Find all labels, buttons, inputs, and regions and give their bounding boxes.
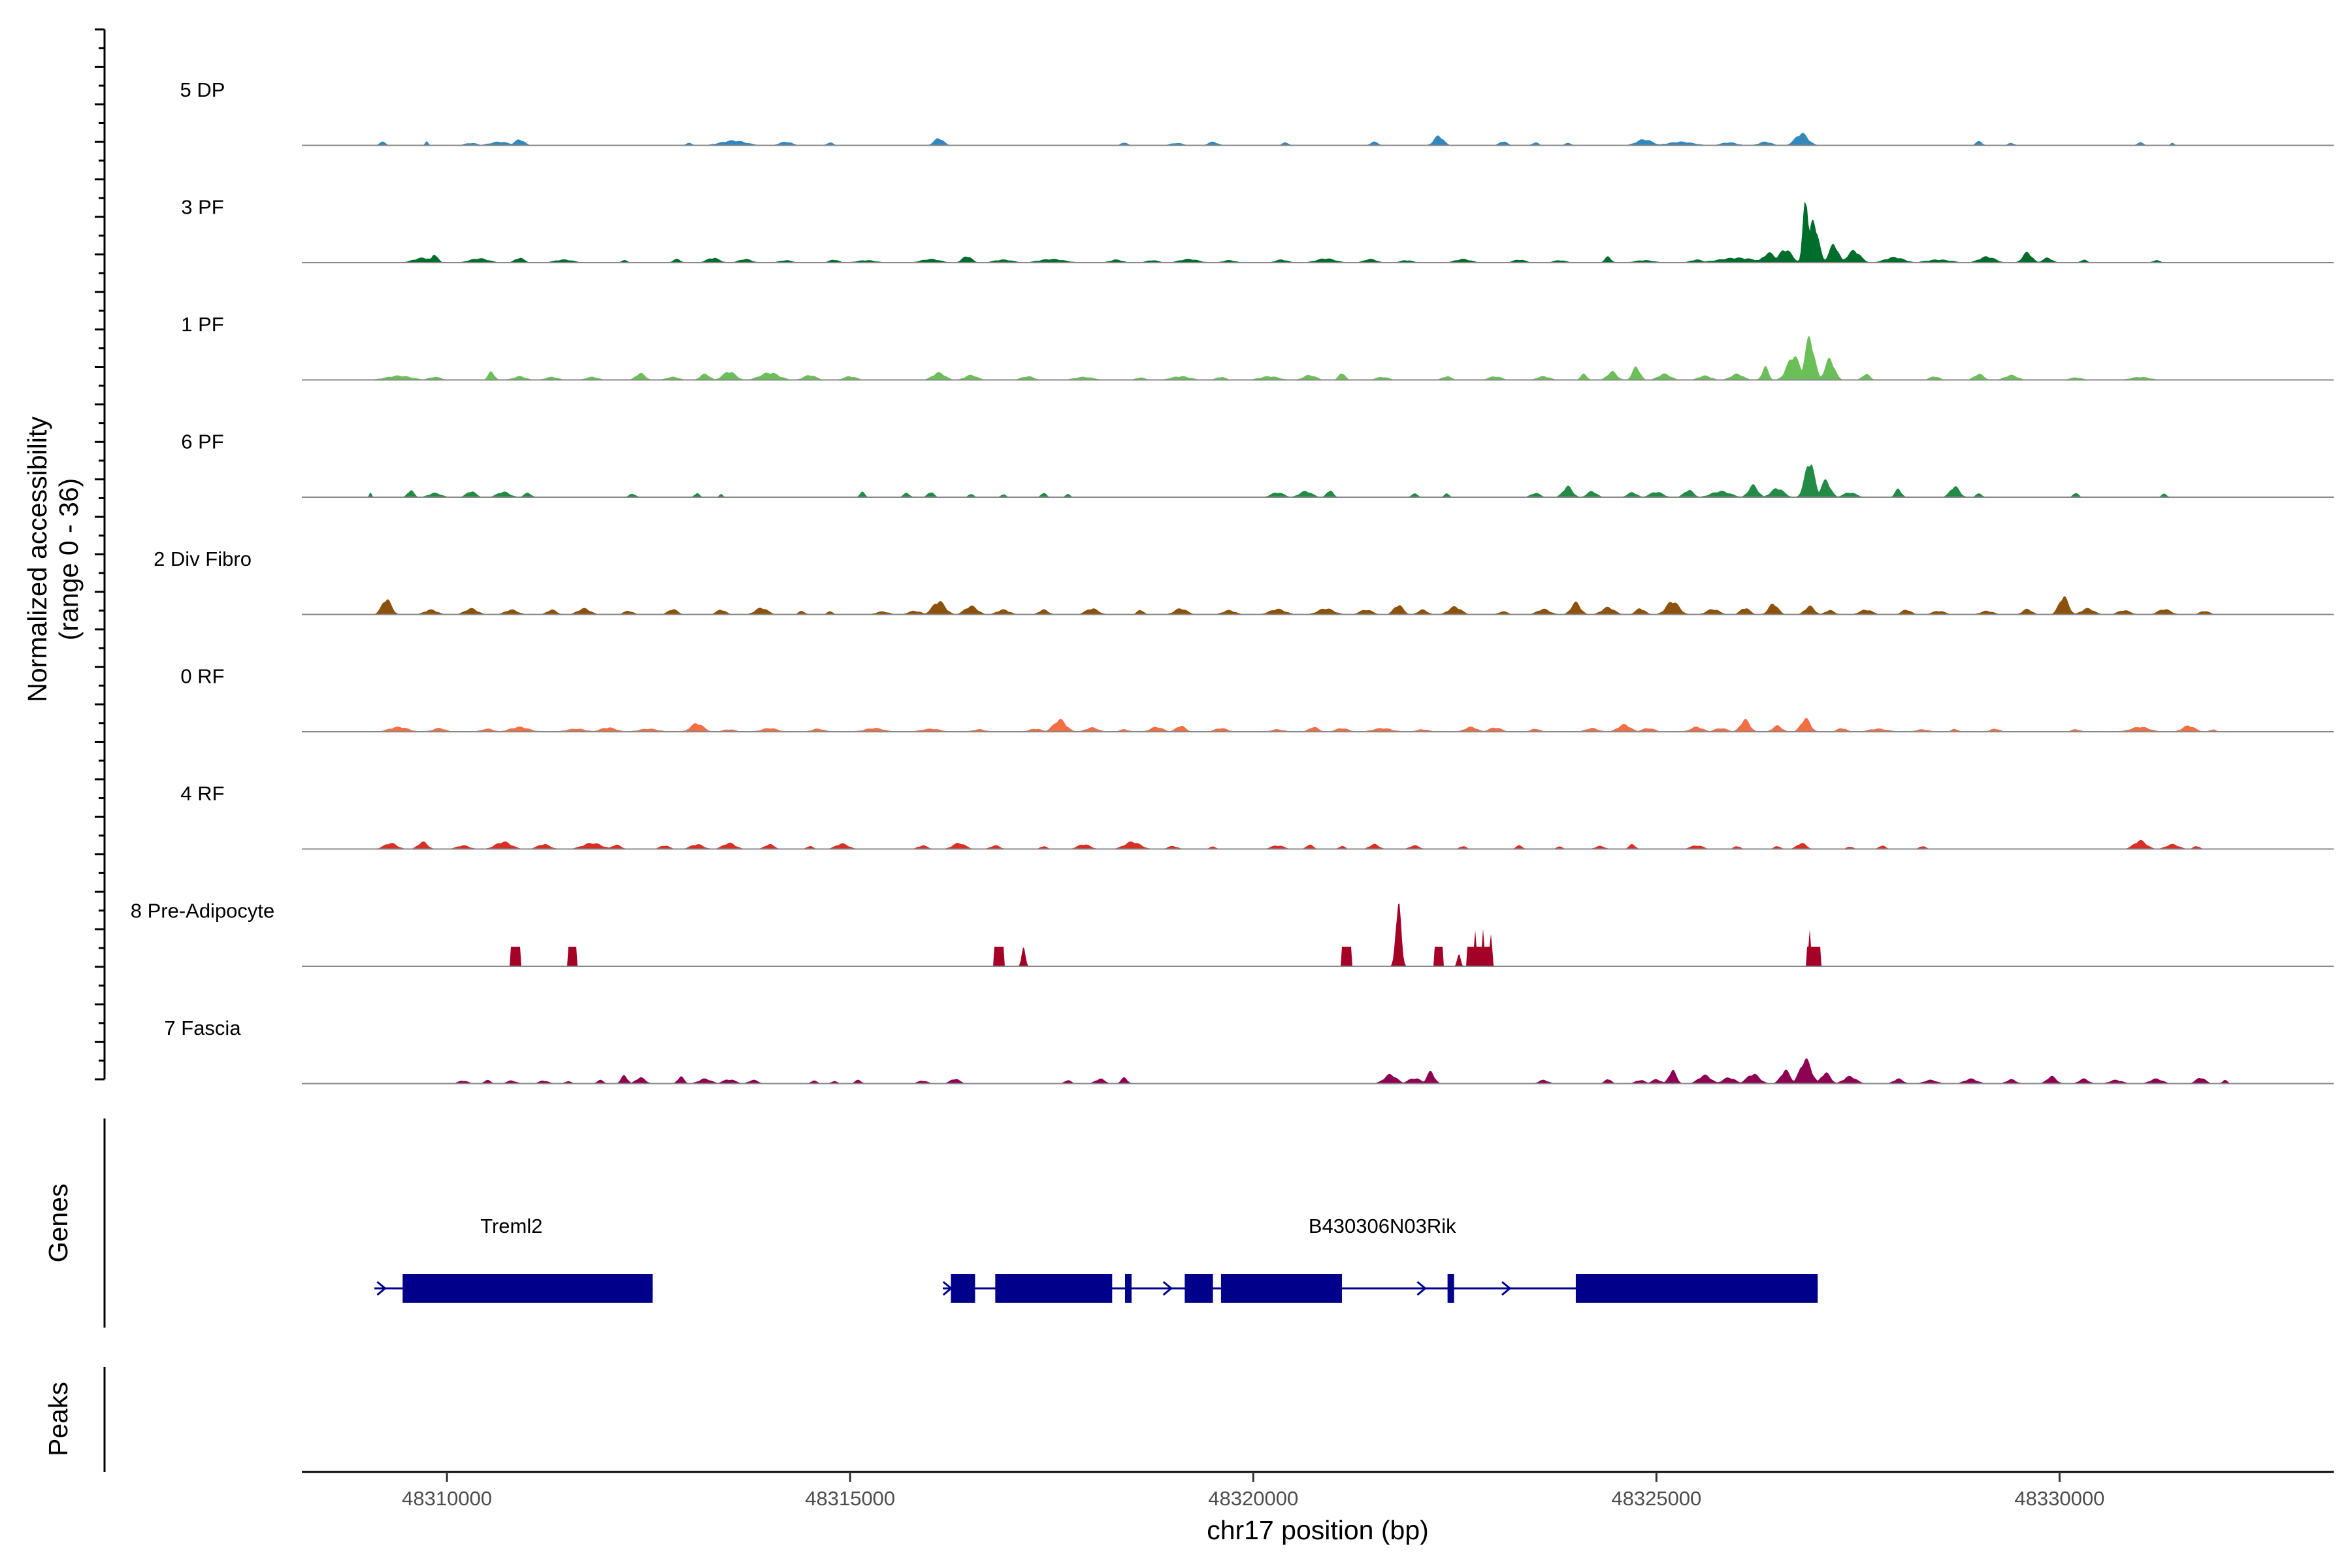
y-axis-title: Normalized accessibility: [22, 416, 52, 702]
x-axis-tick-label: 48325000: [1611, 1487, 1701, 1510]
track-label: 1 PF: [181, 313, 223, 336]
x-axis-tick-label: 48320000: [1208, 1487, 1298, 1510]
track-label: 7 Fascia: [164, 1017, 241, 1039]
gene-exon: [1184, 1274, 1213, 1303]
gene-exon: [1124, 1274, 1132, 1303]
track-label: 5 DP: [180, 78, 225, 101]
gene-exon: [1575, 1274, 1818, 1303]
strand-arrow: [1416, 1281, 1427, 1296]
track-8-pre-adipocyte: 8 Pre-Adipocyte: [131, 900, 2334, 967]
coverage-tracks: 5 DP 3 PF 1 PF 6 PF 2 Div Fibro 0 RF 4 RF 8 Pre…: [131, 78, 2334, 1085]
strand-arrow: [1501, 1281, 1512, 1296]
track-signal: [302, 336, 2334, 380]
gene-exon: [1220, 1274, 1343, 1303]
strand-arrow: [376, 1281, 387, 1296]
x-axis: 48310000 48315000 48320000 48325000 48330000: [402, 1472, 2104, 1510]
gene-label: B430306N03Rik: [1309, 1215, 1456, 1237]
track-signal: [302, 1058, 2334, 1084]
track-label: 0 RF: [180, 665, 224, 688]
gene-b430306n03rik: B430306N03Rik: [942, 1215, 1818, 1303]
track-signal: [302, 596, 2334, 615]
track-7-fascia: 7 Fascia: [164, 1017, 2334, 1085]
track-label: 8 Pre-Adipocyte: [131, 900, 275, 923]
track-label: 6 PF: [181, 431, 223, 453]
track-signal: [302, 840, 2334, 849]
gene-treml2: Treml2: [374, 1215, 653, 1303]
y-axis-range-label: (range 0 - 36): [54, 478, 84, 640]
gene-exon: [951, 1274, 975, 1303]
track-label: 3 PF: [181, 196, 223, 219]
track-0-rf: 0 RF: [180, 665, 2334, 732]
x-axis-tick-label: 48310000: [402, 1487, 492, 1510]
track-signal: [302, 464, 2334, 497]
gene-exon: [995, 1274, 1113, 1303]
track-2-div-fibro: 2 Div Fibro: [154, 547, 2334, 615]
x-axis-tick-label: 48330000: [2014, 1487, 2104, 1510]
gene-exon: [1447, 1274, 1454, 1303]
genes-panel-label: Genes: [43, 1184, 73, 1263]
x-axis-tick-label: 48315000: [805, 1487, 895, 1510]
genes-panel: Treml2 B430306N03Rik: [374, 1215, 1818, 1303]
track-1-pf: 1 PF: [181, 313, 2334, 381]
peaks-panel-label: Peaks: [43, 1382, 73, 1456]
track-signal: [302, 717, 2334, 732]
gene-label: Treml2: [480, 1215, 542, 1237]
track-3-pf: 3 PF: [181, 196, 2334, 263]
strand-arrow: [1162, 1281, 1173, 1296]
x-axis-title: chr17 position (bp): [1207, 1515, 1429, 1545]
track-5-dp: 5 DP: [180, 78, 2334, 146]
track-4-rf: 4 RF: [180, 782, 2334, 850]
track-6-pf: 6 PF: [181, 431, 2334, 498]
track-label: 2 Div Fibro: [154, 547, 252, 570]
gene-exon: [402, 1274, 653, 1303]
track-label: 4 RF: [180, 782, 224, 805]
coverage-y-axis: [95, 28, 106, 1081]
track-signal: [302, 133, 2334, 146]
